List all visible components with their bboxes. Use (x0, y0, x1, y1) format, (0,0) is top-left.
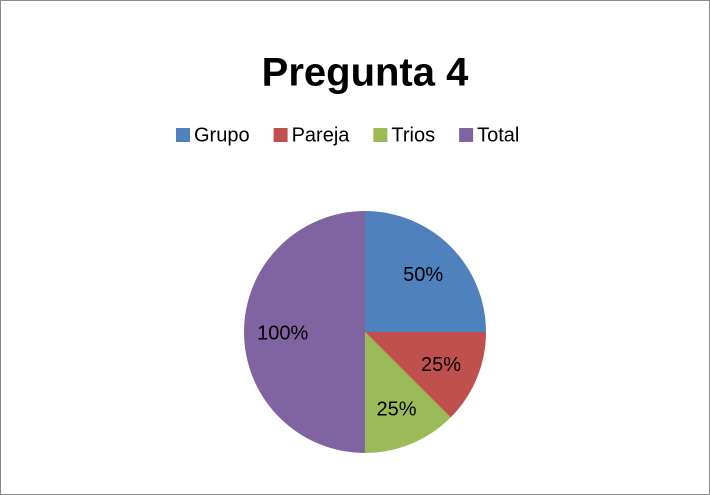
value-label: 50% (403, 264, 443, 286)
value-label: 25% (376, 398, 416, 420)
pie-slice (365, 211, 486, 332)
legend-swatch (459, 128, 474, 142)
value-label: 100% (257, 322, 308, 344)
chart-title: Pregunta 4 (262, 51, 469, 95)
pie-slice (365, 332, 451, 453)
legend-label: Grupo (194, 124, 250, 146)
legend-swatch (373, 128, 388, 142)
pie-slice (365, 332, 486, 418)
legend-swatch (176, 128, 190, 142)
legend-label: Total (477, 124, 519, 146)
value-label: 25% (421, 354, 461, 376)
legend-label: Trios (391, 124, 435, 146)
pie-slice (244, 211, 365, 453)
legend-label: Pareja (292, 124, 351, 146)
legend-swatch (273, 128, 288, 142)
